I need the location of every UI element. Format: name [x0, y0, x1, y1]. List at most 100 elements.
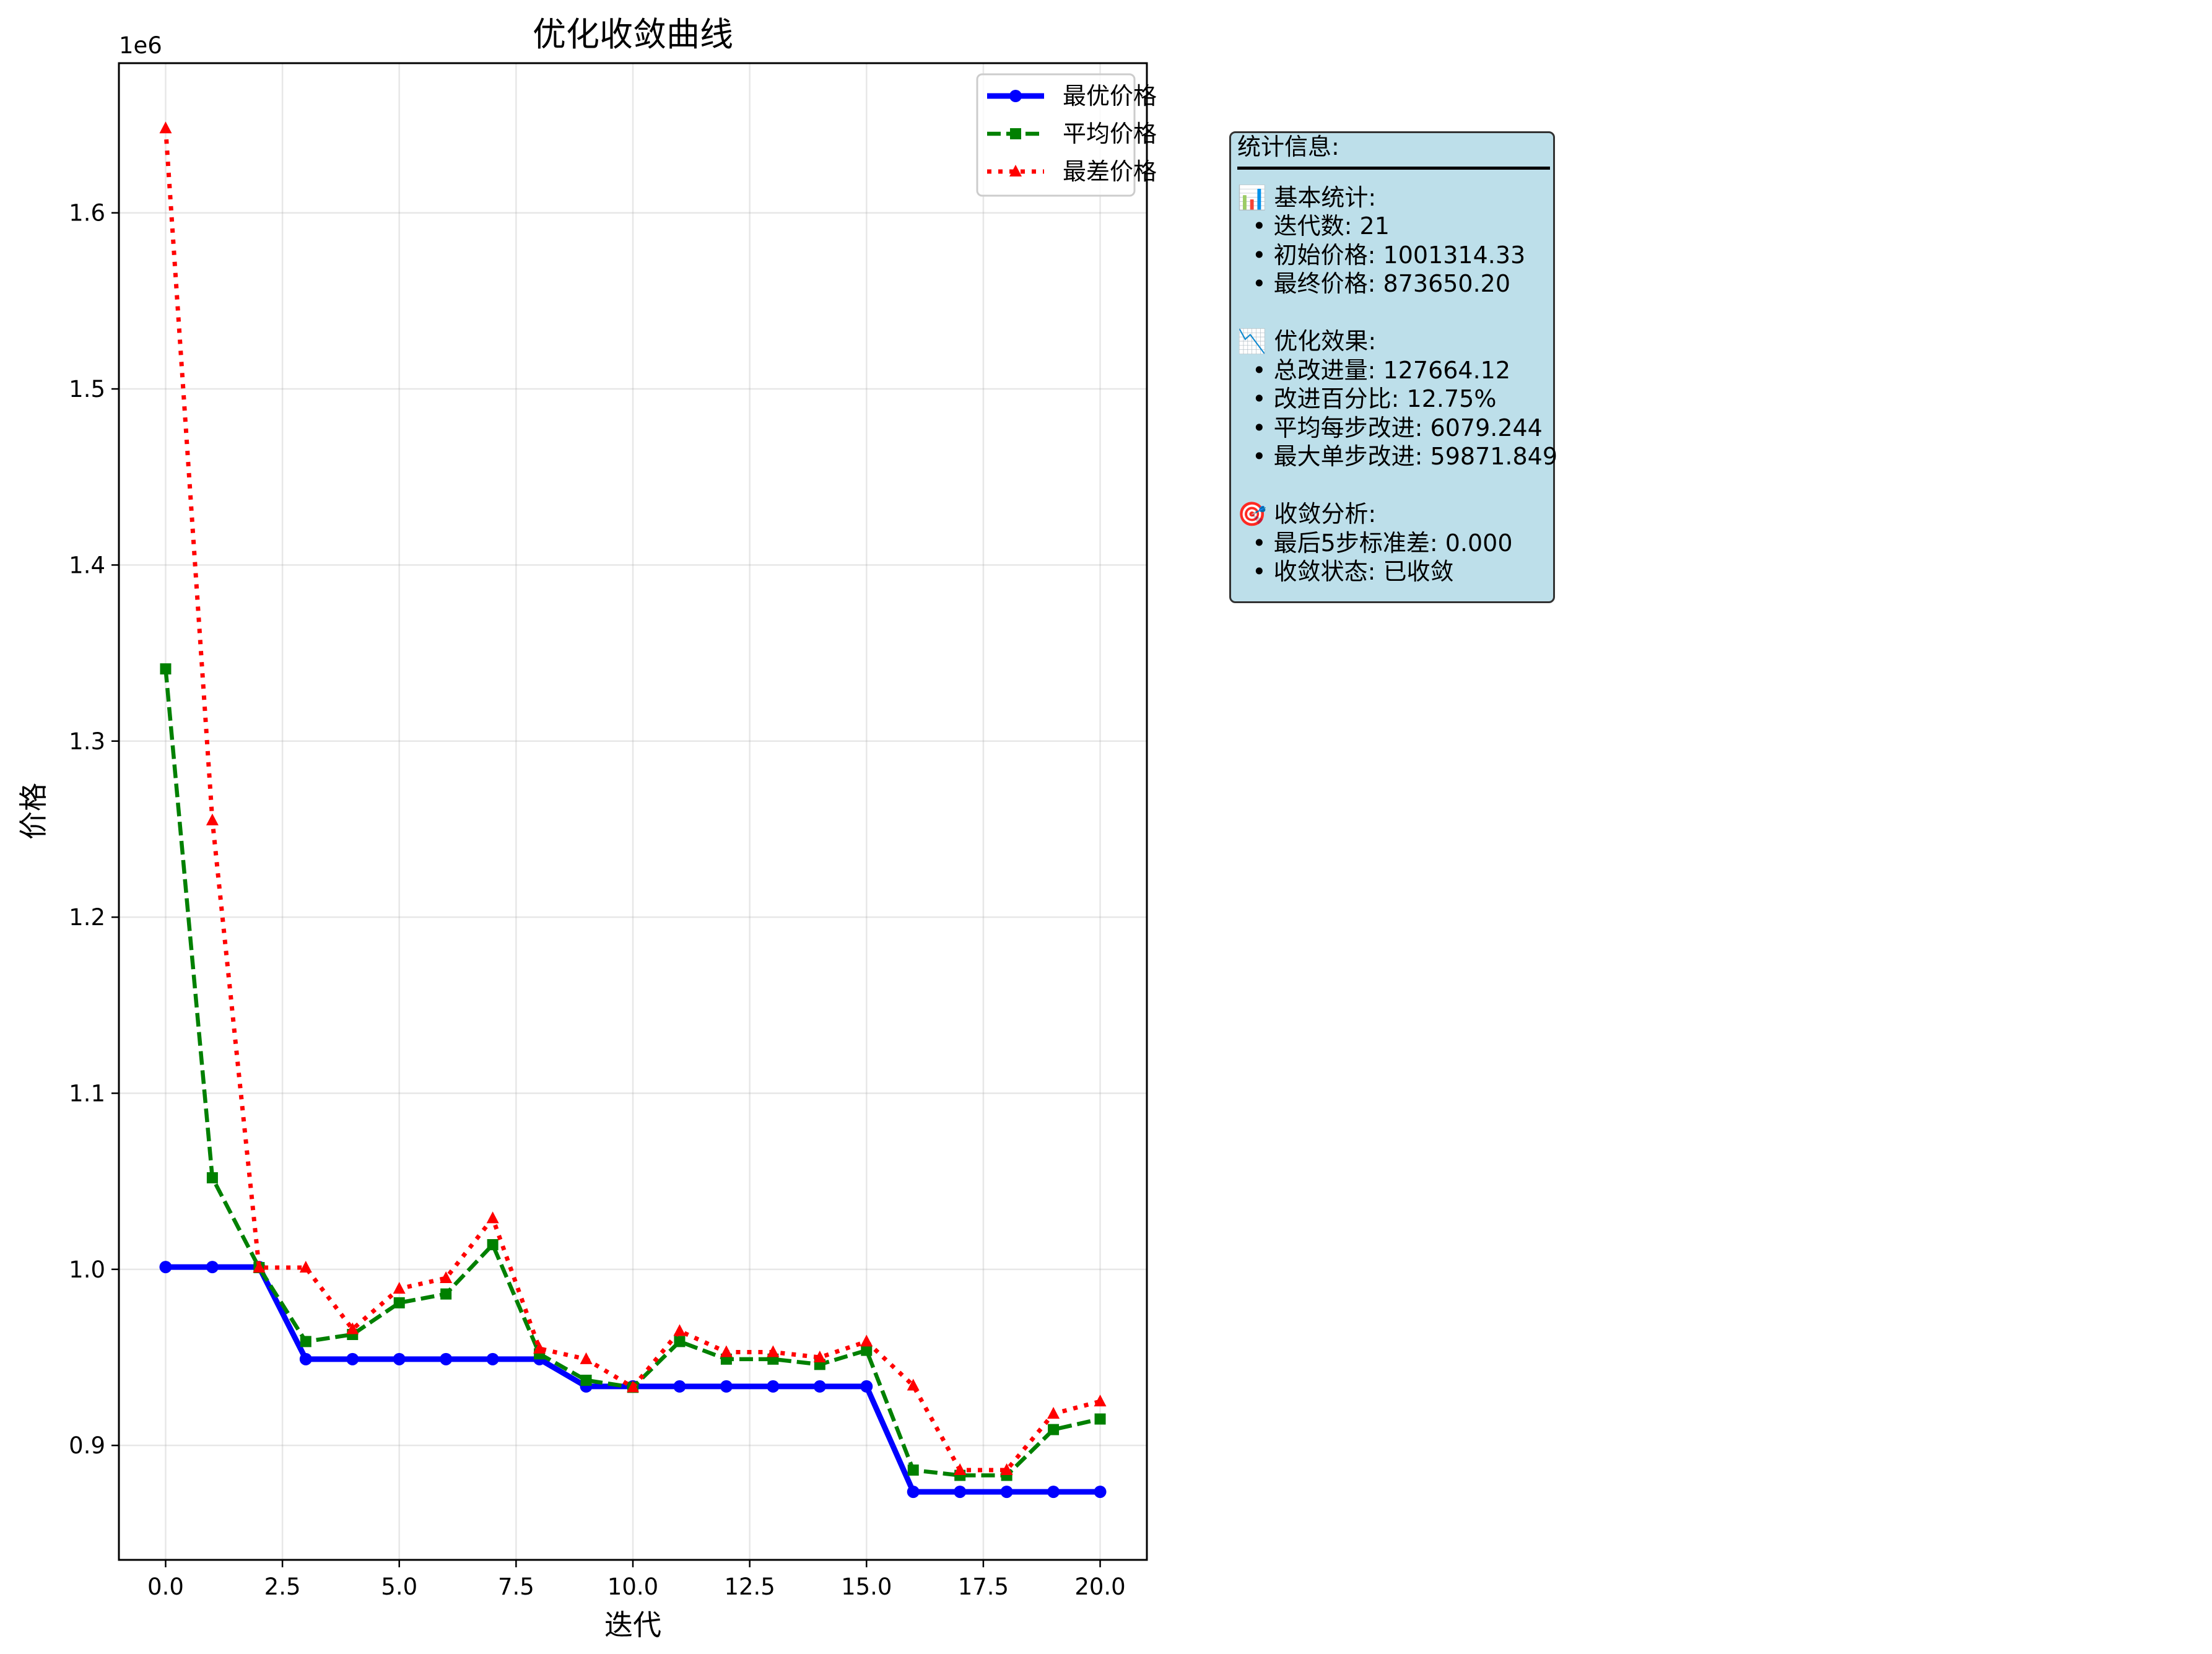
stats-panel: [1229, 131, 1555, 603]
series-layer: [159, 121, 1107, 1499]
series-line-2: [163, 128, 1101, 1473]
series-1-point: [393, 1297, 405, 1308]
grid-lines: [119, 63, 1147, 1560]
series-0-point: [954, 1486, 967, 1499]
y-tick-label: 1.3: [69, 728, 105, 755]
series-0-point: [907, 1486, 920, 1499]
legend-marker-0: [1009, 90, 1022, 102]
series-2-point: [206, 813, 219, 825]
stats-line: 📊 基本统计:: [1237, 183, 1377, 211]
series-2-point: [440, 1271, 453, 1284]
legend-label-1: 平均价格: [1063, 120, 1157, 147]
y-offset-text: 1e6: [119, 32, 162, 59]
x-tick-label: 10.0: [607, 1573, 658, 1600]
series-1-point: [300, 1336, 311, 1347]
series-0-point: [206, 1261, 219, 1274]
x-tick-label: 2.5: [264, 1573, 301, 1600]
stats-line: 📉 优化效果:: [1237, 328, 1377, 355]
x-axis-title: 迭代: [604, 1608, 661, 1642]
series-0-point: [1047, 1486, 1060, 1499]
series-0-point: [720, 1380, 733, 1393]
x-tick-label: 0.0: [147, 1573, 184, 1600]
series-0-point: [860, 1380, 873, 1393]
series-0-point: [813, 1380, 826, 1393]
stats-line: • 最后5步标准差: 0.000: [1237, 529, 1513, 557]
series-1-point: [160, 663, 172, 675]
series-1-point: [861, 1344, 873, 1356]
y-tick-label: 1.0: [69, 1256, 105, 1283]
series-1-point: [907, 1464, 919, 1476]
y-tick-label: 1.5: [69, 376, 105, 403]
x-tick-label: 20.0: [1074, 1573, 1125, 1600]
series-1-point: [1094, 1413, 1106, 1425]
stats-line: • 迭代数: 21: [1237, 212, 1390, 240]
series-1-point: [487, 1239, 499, 1251]
series-0-point: [346, 1352, 359, 1365]
series-0-point: [486, 1352, 499, 1365]
stats-line: [1237, 298, 1553, 328]
x-tick-label: 17.5: [958, 1573, 1009, 1600]
series-2-point: [299, 1260, 312, 1273]
series-2-point: [393, 1282, 406, 1294]
stats-line: • 初始价格: 1001314.33: [1237, 241, 1526, 269]
series-2-point: [1094, 1395, 1107, 1407]
series-2-point: [627, 1380, 639, 1393]
x-tick-label: 15.0: [841, 1573, 892, 1600]
series-2-point: [767, 1345, 780, 1357]
y-axis-title: 价格: [17, 783, 50, 840]
stats-line: • 收敛状态: 已收敛: [1237, 558, 1454, 585]
x-tick-label: 7.5: [498, 1573, 534, 1600]
chart-title: 优化收敛曲线: [533, 15, 733, 54]
series-1-point: [440, 1288, 452, 1300]
y-tick-label: 0.9: [69, 1432, 105, 1459]
x-tick-label: 12.5: [724, 1573, 775, 1600]
legend-label-0: 最优价格: [1063, 82, 1157, 110]
series-0-point: [673, 1380, 686, 1393]
series-0-point: [393, 1352, 406, 1365]
y-tick-label: 1.4: [69, 552, 105, 578]
series-2-point: [159, 121, 172, 134]
series-0-point: [1094, 1486, 1107, 1499]
series-2-point: [1000, 1463, 1013, 1475]
series-1-point: [580, 1374, 592, 1386]
series-1-point: [206, 1172, 218, 1183]
legend-marker-1: [1010, 128, 1021, 139]
axis-ticks: 0.0 2.5 5.0 7.5 10.0 12.5 15.0 17.5 20.0 0.9 1.0 1.…: [69, 200, 1126, 1600]
stats-lines: 📊 基本统计: • 迭代数: 21 • 初始价格: 1001314.33 • 最…: [1237, 183, 1558, 586]
y-tick-label: 1.1: [69, 1080, 105, 1107]
stats-panel-text: 统计信息: 📊 基本统计: • 迭代数: 21 • 初始价格: 1001314.…: [1237, 133, 1558, 586]
stats-line: • 最大单步改进: 59871.849: [1237, 443, 1558, 470]
series-0-point: [159, 1261, 172, 1274]
stats-line: • 最终价格: 873650.20: [1237, 270, 1511, 297]
series-2-point: [346, 1322, 359, 1334]
series-2-point: [860, 1334, 873, 1347]
y-tick-label: 1.6: [69, 200, 105, 227]
legend-label-2: 最差价格: [1063, 158, 1157, 185]
series-1-point: [674, 1336, 686, 1347]
series-2-point: [954, 1463, 967, 1475]
stats-line: [1237, 471, 1553, 500]
series-2-point: [673, 1324, 686, 1336]
series-2-point: [580, 1352, 593, 1364]
stats-panel-divider: [1237, 166, 1550, 170]
stats-line: • 平均每步改进: 6079.244: [1237, 414, 1543, 442]
y-tick-label: 1.2: [69, 904, 105, 931]
series-2-point: [813, 1350, 826, 1362]
stats-line: • 改进百分比: 12.75%: [1237, 385, 1497, 412]
series-2-point: [253, 1260, 266, 1273]
series-1-point: [1048, 1424, 1060, 1435]
series-2-point: [486, 1211, 499, 1224]
series-2-point: [533, 1341, 546, 1354]
series-0-point: [1000, 1486, 1013, 1499]
series-2-point: [720, 1345, 733, 1357]
series-0-point: [767, 1380, 780, 1393]
stats-line: • 总改进量: 127664.12: [1237, 356, 1511, 384]
x-tick-label: 5.0: [381, 1573, 417, 1600]
series-2-point: [907, 1378, 920, 1391]
series-2-point: [1047, 1406, 1060, 1419]
legend-box: [976, 73, 1136, 197]
legend-marker-2: [1009, 165, 1022, 176]
series-0-point: [299, 1352, 312, 1365]
